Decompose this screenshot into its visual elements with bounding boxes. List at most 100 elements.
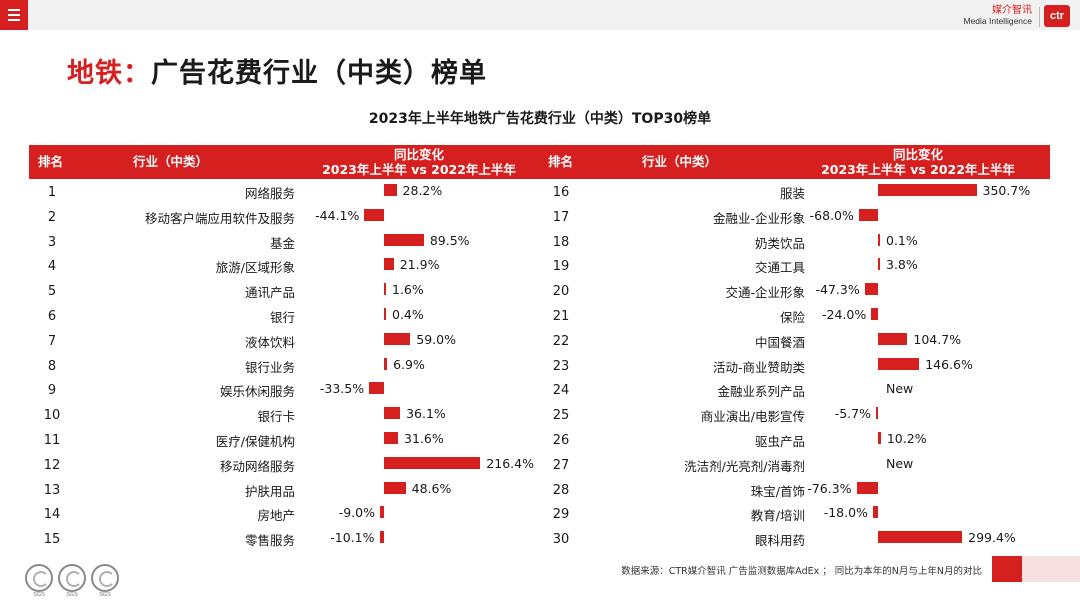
header-yoy-line2: 2023年上半年 vs 2022年上半年 — [821, 162, 1015, 177]
yoy-bar — [384, 432, 399, 444]
rank-cell: 7 — [47, 333, 57, 349]
yoy-bar — [384, 184, 397, 196]
yoy-value-label: -47.3% — [815, 282, 860, 298]
table-row: 18 奶类饮品 0.1% — [0, 231, 1080, 256]
yoy-value-label: 59.0% — [416, 331, 456, 347]
table-row: 24 金融业系列产品 New — [0, 379, 1080, 404]
rank-cell: 15 — [43, 532, 61, 548]
rank-cell: 13 — [43, 482, 61, 498]
table-row: 21 保险 -24.0% — [0, 305, 1080, 330]
industry-name: 网络服务 — [244, 186, 295, 201]
title-highlight: 地铁： — [67, 58, 151, 89]
table-row: 11 医疗/保健机构 31.6% — [0, 429, 1080, 454]
header-yoy: 同比变化 2023年上半年 vs 2022年上半年 — [299, 147, 539, 177]
yoy-value-label: 0.1% — [886, 232, 918, 248]
ctr-logo: ctr — [1044, 5, 1070, 27]
table-row: 10 银行卡 36.1% — [0, 404, 1080, 429]
header-yoy-line2: 2023年上半年 vs 2022年上半年 — [322, 162, 516, 177]
yoy-bar — [384, 308, 386, 320]
table-row: 17 金融业-企业形象 -68.0% — [0, 206, 1080, 231]
rank-cell: 18 — [552, 234, 570, 250]
yoy-bar — [379, 531, 384, 544]
industry-name: 金融业系列产品 — [717, 384, 805, 400]
rank-cell: 3 — [47, 234, 57, 250]
table-row: 16 服装 350.7% — [0, 181, 1080, 206]
header-yoy-line1: 同比变化 — [393, 147, 444, 162]
yoy-value-label: New — [886, 455, 914, 471]
yoy-bar — [384, 283, 386, 296]
table-row: 12 移动网络服务 216.4% — [0, 454, 1080, 479]
rank-cell: 26 — [552, 433, 570, 448]
industry-name: 奶类饮品 — [754, 235, 805, 251]
industry-name: 零售服务 — [244, 533, 295, 549]
rank-cell: 14 — [43, 507, 61, 523]
industry-name: 移动客户端应用软件及服务 — [144, 210, 295, 226]
industry-name: 银行业务 — [244, 359, 295, 375]
industry-name: 金融业-企业形象 — [712, 210, 805, 226]
header-yoy: 同比变化 2023年上半年 vs 2022年上半年 — [798, 147, 1038, 177]
rank-cell: 27 — [552, 457, 570, 473]
yoy-bar — [858, 208, 878, 221]
rank-cell: 16 — [552, 185, 570, 200]
industry-name: 银行 — [269, 310, 295, 325]
table-row: 15 零售服务 -10.1% — [0, 528, 1080, 553]
industry-name: 教育/培训 — [750, 508, 805, 524]
sgs-label: SGS — [99, 592, 111, 598]
brand-text: 媒介智讯 Media Intelligence — [963, 5, 1032, 26]
yoy-value-label: 21.9% — [399, 257, 440, 273]
yoy-value-label: 28.2% — [402, 183, 443, 198]
yoy-bar — [878, 184, 977, 196]
yoy-bar — [872, 506, 878, 519]
industry-name: 驱虫产品 — [754, 434, 805, 449]
yoy-value-label: 89.5% — [429, 232, 470, 248]
table-row: 19 交通工具 3.8% — [0, 255, 1080, 280]
sgs-seal-icon — [91, 564, 119, 592]
yoy-bar — [384, 456, 481, 469]
table-row: 1 网络服务 28.2% — [0, 181, 1080, 206]
industry-name: 基金 — [269, 235, 295, 251]
brand-en: Media Intelligence — [963, 15, 1032, 26]
menu-icon[interactable] — [0, 0, 28, 30]
table-row: 29 教育/培训 -18.0% — [0, 503, 1080, 528]
yoy-value-label: 299.4% — [968, 530, 1016, 546]
yoy-bar — [856, 481, 878, 494]
rank-cell: 6 — [47, 309, 57, 324]
rank-cell: 25 — [552, 408, 570, 424]
table-header-left: 排名 行业（中类） 同比变化 2023年上半年 vs 2022年上半年 — [29, 145, 544, 179]
yoy-bar — [864, 283, 878, 296]
yoy-bar — [878, 332, 908, 345]
header-yoy-line1: 同比变化 — [892, 147, 943, 162]
header-industry: 行业（中类） — [133, 154, 209, 169]
table-row: 23 活动-商业赞助类 146.6% — [0, 355, 1080, 380]
rank-cell: 5 — [47, 284, 57, 300]
rank-cell: 1 — [47, 185, 57, 200]
table-row: 28 珠宝/首饰 -76.3% — [0, 479, 1080, 504]
industry-name: 房地产 — [257, 508, 295, 524]
table-header-right: 排名 行业（中类） 同比变化 2023年上半年 vs 2022年上半年 — [544, 145, 1050, 179]
rank-cell: 22 — [552, 333, 570, 349]
rank-cell: 21 — [552, 309, 570, 324]
yoy-value-label: -44.1% — [315, 207, 360, 223]
table-row: 22 中国餐酒 104.7% — [0, 330, 1080, 355]
yoy-bar — [384, 233, 424, 246]
industry-name: 护肤用品 — [244, 483, 295, 499]
chart-subtitle: 2023年上半年地铁广告花费行业（中类）TOP30榜单 — [368, 111, 712, 127]
rank-cell: 12 — [43, 457, 61, 473]
table-row: 25 商业演出/电影宣传 -5.7% — [0, 404, 1080, 429]
yoy-value-label: -33.5% — [319, 381, 365, 397]
yoy-bar — [384, 407, 401, 420]
table-row: 14 房地产 -9.0% — [0, 503, 1080, 528]
yoy-bar — [384, 357, 388, 370]
rank-cell: 9 — [47, 383, 57, 399]
yoy-bar — [878, 432, 881, 444]
table-row: 26 驱虫产品 10.2% — [0, 429, 1080, 454]
yoy-value-label: -10.1% — [330, 530, 375, 546]
page-title: 地铁：广告花费行业（中类）榜单 — [67, 51, 487, 90]
industry-name: 交通工具 — [754, 260, 805, 276]
table-row: 20 交通-企业形象 -47.3% — [0, 280, 1080, 305]
yoy-bar — [384, 481, 406, 494]
title-main: 广告花费行业（中类）榜单 — [151, 58, 487, 89]
yoy-bar — [876, 407, 878, 420]
yoy-bar — [878, 233, 880, 246]
yoy-value-label: 36.1% — [406, 406, 446, 422]
